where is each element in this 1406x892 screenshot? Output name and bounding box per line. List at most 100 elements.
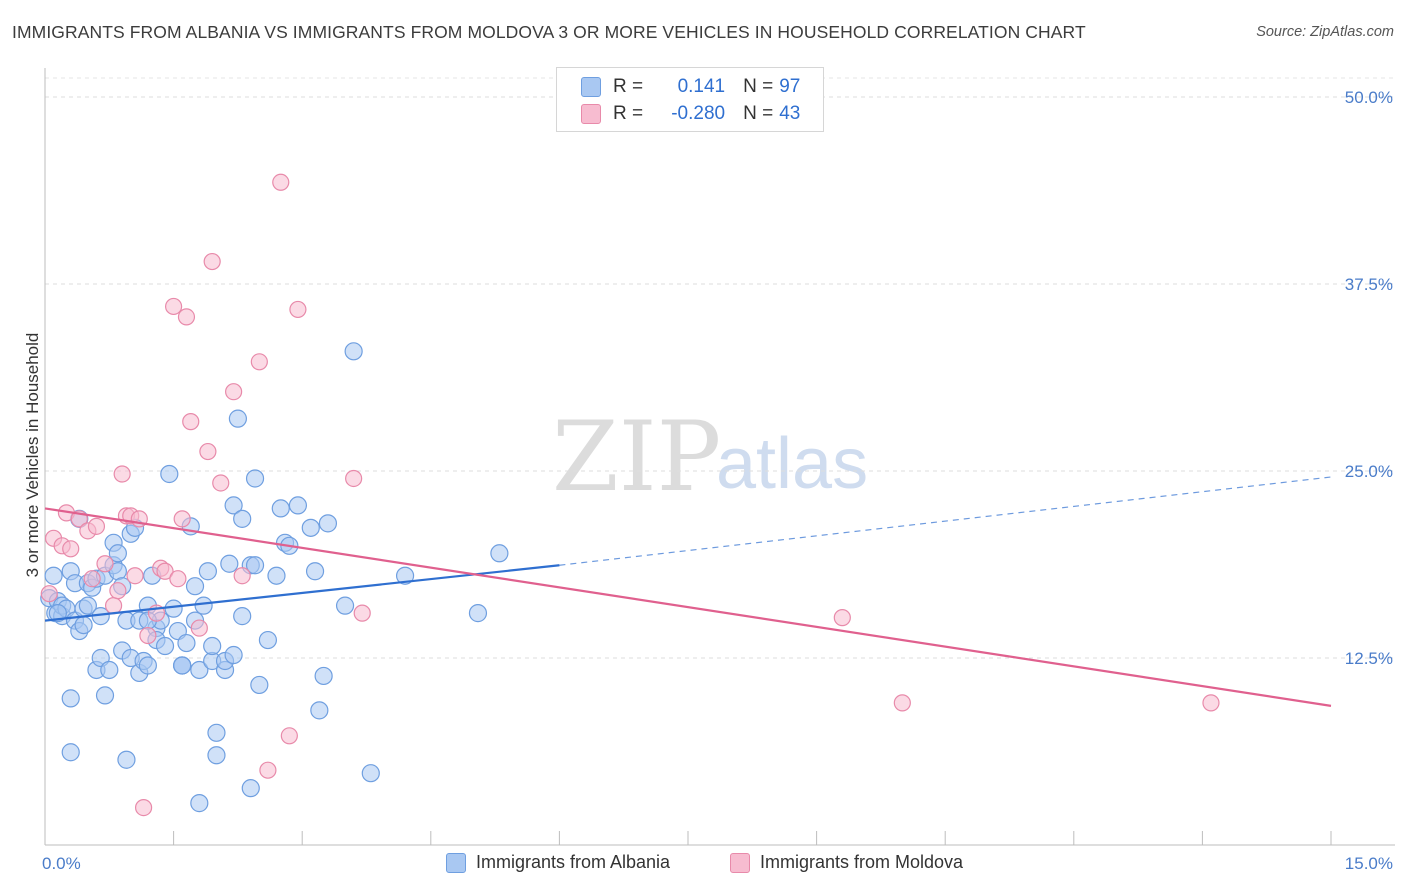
legend-row-moldova: R = -0.280 N = 43: [581, 101, 800, 127]
point-0-84: [305, 562, 325, 581]
point-0-95: [48, 604, 67, 623]
legend-row-albania: R = 0.141 N = 97: [581, 74, 800, 100]
legend-n-label: N =: [743, 76, 774, 97]
point-1-17: [134, 798, 153, 817]
point-0-28: [108, 544, 127, 563]
point-1-34: [259, 761, 277, 779]
point-0-25: [100, 660, 119, 680]
y-tick-label-1: 25.0%: [1345, 462, 1393, 481]
bottom-legend-albania: Immigrants from Albania: [446, 852, 670, 873]
point-0-61: [203, 636, 222, 656]
point-0-16: [78, 596, 97, 615]
point-0-23: [95, 686, 115, 705]
legend-n-value: 97: [779, 76, 801, 97]
point-1-38: [345, 469, 363, 488]
series-1-points: [40, 173, 1220, 817]
point-1-31: [225, 383, 243, 401]
legend-swatch-albania: [581, 77, 601, 97]
point-0-78: [267, 566, 286, 585]
point-1-33: [250, 353, 268, 371]
point-0-83: [301, 518, 320, 537]
legend-r-value: 0.141: [677, 76, 726, 97]
point-1-10: [104, 597, 123, 615]
legend-r-label: R =: [613, 76, 644, 97]
chart-title: IMMIGRANTS FROM ALBANIA VS IMMIGRANTS FR…: [12, 22, 1086, 42]
x-tick-labels: 0.0% 15.0%: [42, 854, 1393, 873]
trend-line-extension-0: [559, 476, 1332, 566]
point-1-15: [126, 567, 144, 585]
point-0-69: [228, 409, 247, 428]
point-1-8: [87, 517, 106, 535]
point-0-54: [185, 577, 205, 596]
x-tick-label-1: 15.0%: [1345, 854, 1393, 873]
legend-r-label: R =: [613, 103, 644, 124]
point-1-25: [177, 308, 196, 326]
point-1-12: [113, 465, 131, 483]
legend: R = 0.141 N = 97 R = -0.280 N = 43: [556, 67, 824, 132]
watermark-atlas: atlas: [716, 424, 868, 504]
point-0-86: [314, 666, 333, 686]
legend-n-label: N =: [743, 103, 774, 124]
point-1-4: [62, 540, 80, 558]
point-0-46: [155, 636, 175, 656]
axes: [44, 68, 1395, 846]
point-0-73: [241, 779, 260, 798]
point-1-7: [83, 570, 101, 588]
point-1-23: [169, 570, 187, 588]
bottom-swatch-albania: [446, 852, 466, 873]
legend-n-value: 43: [779, 103, 801, 124]
point-0-70: [233, 509, 252, 528]
point-1-30: [212, 474, 230, 492]
point-0-79: [271, 499, 290, 518]
point-1-0: [40, 585, 58, 603]
point-1-35: [272, 173, 290, 191]
point-1-9: [96, 555, 114, 573]
point-1-37: [289, 300, 307, 319]
point-1-32: [233, 567, 251, 585]
point-0-40: [138, 656, 157, 675]
point-0-71: [233, 607, 252, 626]
watermark-zip: ZIP: [552, 401, 721, 513]
point-0-82: [288, 496, 308, 515]
series-0-points: [40, 342, 509, 813]
point-1-36: [280, 727, 298, 745]
point-0-94: [173, 656, 192, 675]
point-0-92: [468, 604, 488, 623]
point-0-85: [310, 701, 329, 720]
point-0-62: [207, 723, 226, 742]
legend-swatch-moldova: [581, 104, 601, 124]
point-1-28: [199, 442, 217, 461]
point-0-93: [490, 544, 509, 563]
trend-lines: [44, 476, 1332, 707]
point-0-9: [61, 743, 80, 762]
point-1-21: [156, 562, 174, 580]
point-0-88: [335, 596, 355, 615]
point-0-90: [361, 764, 380, 783]
point-0-75: [245, 556, 265, 575]
point-1-11: [109, 582, 127, 600]
point-0-59: [198, 562, 217, 581]
point-0-77: [258, 630, 278, 650]
point-0-66: [220, 554, 239, 573]
point-0-33: [117, 750, 136, 769]
point-1-24: [173, 510, 191, 528]
bottom-legend-label-albania: Immigrants from Albania: [476, 852, 671, 872]
point-1-18: [139, 626, 157, 645]
y-tick-labels: 12.5% 25.0% 37.5% 50.0%: [1345, 88, 1393, 668]
y-tick-label-0: 12.5%: [1345, 649, 1393, 668]
source-label: Source: ZipAtlas.com: [1256, 24, 1394, 40]
point-1-41: [893, 694, 911, 712]
bottom-legend-label-moldova: Immigrants from Moldova: [760, 852, 964, 872]
bottom-swatch-moldova: [730, 852, 750, 873]
point-0-52: [177, 633, 196, 653]
point-0-58: [194, 596, 213, 615]
point-0-68: [224, 645, 243, 665]
point-0-1: [44, 566, 63, 585]
point-0-67: [224, 496, 243, 515]
y-axis-label: 3 or more Vehicles in Household: [23, 333, 42, 578]
point-0-74: [245, 469, 265, 488]
legend-r-value: -0.280: [671, 103, 726, 124]
y-tick-label-3: 50.0%: [1345, 88, 1393, 107]
point-0-48: [164, 599, 183, 618]
